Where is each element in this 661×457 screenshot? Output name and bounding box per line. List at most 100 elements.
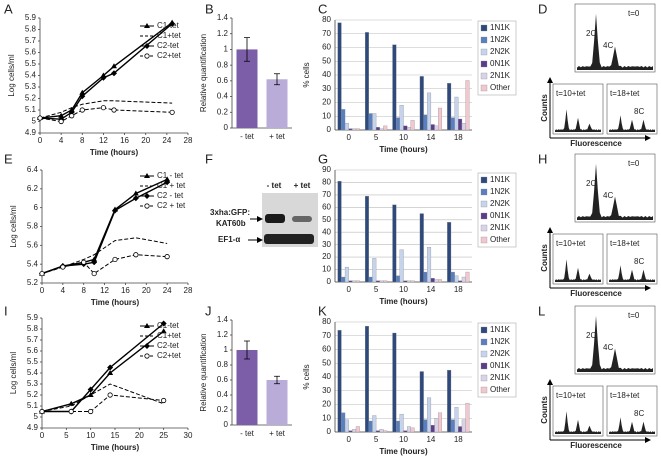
bar: [379, 128, 384, 131]
marker: [81, 259, 87, 265]
legend-marker: [144, 43, 150, 49]
bar: [454, 275, 459, 283]
legend-swatch: [480, 60, 488, 68]
legend-swatch: [480, 176, 488, 184]
bar: [438, 107, 443, 131]
marker: [111, 70, 117, 77]
series-line: [41, 254, 168, 275]
y-tick-label: 6: [34, 203, 39, 212]
panel-label: E: [4, 151, 13, 166]
bar: [375, 430, 380, 433]
y-tick-label: 5: [34, 412, 39, 421]
marker: [79, 107, 85, 113]
x-tick-label: 16: [120, 136, 129, 145]
panel-label: I: [4, 303, 8, 318]
bar: [344, 266, 349, 283]
x-axis-label: Time (hours): [379, 297, 428, 306]
x-tick-label: 28: [184, 136, 193, 145]
x-tick-label: 20: [135, 431, 144, 440]
y-tick-label: 1.2: [217, 29, 229, 38]
y-tick-label: 5.5: [25, 59, 37, 68]
time-label: t=18+tet: [610, 239, 640, 248]
y-tick-label: 5.6: [27, 240, 39, 249]
histogram: [609, 265, 655, 282]
peak-label: 2C: [586, 179, 596, 188]
y-tick-label: 5.7: [25, 36, 37, 45]
y-tick-label: 0.8: [217, 360, 229, 369]
bar: [396, 420, 400, 433]
error-bar: [244, 340, 250, 360]
bar: [447, 369, 452, 433]
y-tick-label: 30: [322, 386, 331, 395]
bar: [355, 426, 360, 433]
bar: [438, 279, 443, 283]
bar: [396, 275, 400, 283]
x-tick-label: 20: [142, 286, 151, 295]
x-tick-label: 25: [159, 431, 168, 440]
bar: [372, 113, 377, 131]
legend-label: 1N2K: [490, 337, 511, 346]
time-label: t=10+tet: [556, 391, 586, 400]
bar: [368, 420, 373, 433]
bar: [423, 271, 428, 283]
peak-label: 4C: [603, 343, 613, 352]
y-tick-label: 10: [322, 111, 331, 120]
x-tick-label: 10: [86, 431, 95, 440]
lane-label: - tet: [267, 181, 282, 190]
y-tick-label: 5.8: [27, 324, 39, 333]
blot-label: 3xha:GFP:: [210, 208, 250, 217]
marker: [160, 328, 167, 334]
x-tick-label: 8: [80, 136, 85, 145]
y-tick-label: 1.4: [217, 315, 229, 324]
y-tick-label: 1.2: [217, 330, 229, 339]
y-axis-label: Log cells/ml: [9, 352, 18, 394]
legend-label: 1N2K: [490, 35, 511, 44]
bar: [396, 117, 400, 131]
marker: [79, 93, 86, 100]
bar: [438, 412, 443, 433]
bar: [236, 49, 258, 128]
y-tick-label: 6.4: [27, 165, 39, 174]
legend-label: C1-tet: [157, 21, 180, 30]
panel-label: B: [205, 1, 214, 16]
y-tick-label: 0.6: [217, 76, 229, 85]
panel-label: J: [205, 303, 212, 318]
x-tick-label: 14: [426, 285, 435, 294]
bar: [450, 271, 455, 283]
x-axis-label: Time (hours): [91, 443, 140, 452]
y-tick-label: 40: [322, 372, 331, 381]
y-tick-label: 20: [322, 98, 331, 107]
histogram: [609, 417, 655, 434]
peak-label: 8C: [634, 409, 644, 418]
legend-label: C2 - tet: [157, 191, 184, 200]
legend-label: 2N2K: [490, 199, 511, 208]
y-tick-label: 0.2: [217, 107, 229, 116]
legend-label: 1N2K: [490, 187, 511, 196]
marker: [107, 392, 113, 398]
marker: [111, 63, 117, 69]
legend-swatch: [480, 224, 488, 232]
x-tick-label: 10: [399, 285, 408, 294]
marker: [69, 113, 75, 119]
bar: [458, 118, 463, 131]
y-tick-label: 0.8: [217, 60, 229, 69]
x-tick-label: 14: [426, 133, 435, 142]
y-tick-label: 50: [322, 215, 331, 224]
bar: [458, 280, 463, 283]
x-tick-label: 0: [38, 136, 43, 145]
bar: [450, 117, 455, 131]
y-tick-label: 20: [322, 252, 331, 261]
bar: [364, 195, 369, 283]
bar: [337, 181, 342, 283]
x-axis-label: Time (hours): [379, 447, 428, 456]
panel-label: K: [318, 303, 327, 318]
panel-label: L: [538, 303, 545, 318]
legend-marker: [144, 323, 150, 328]
y-tick-label: 0: [327, 125, 332, 134]
marker: [58, 118, 64, 125]
legend-swatch: [480, 374, 488, 382]
bar: [461, 419, 466, 433]
x-tick-label: 18: [454, 285, 463, 294]
legend-marker: [144, 203, 150, 209]
legend-label: C2+tet: [157, 51, 182, 60]
